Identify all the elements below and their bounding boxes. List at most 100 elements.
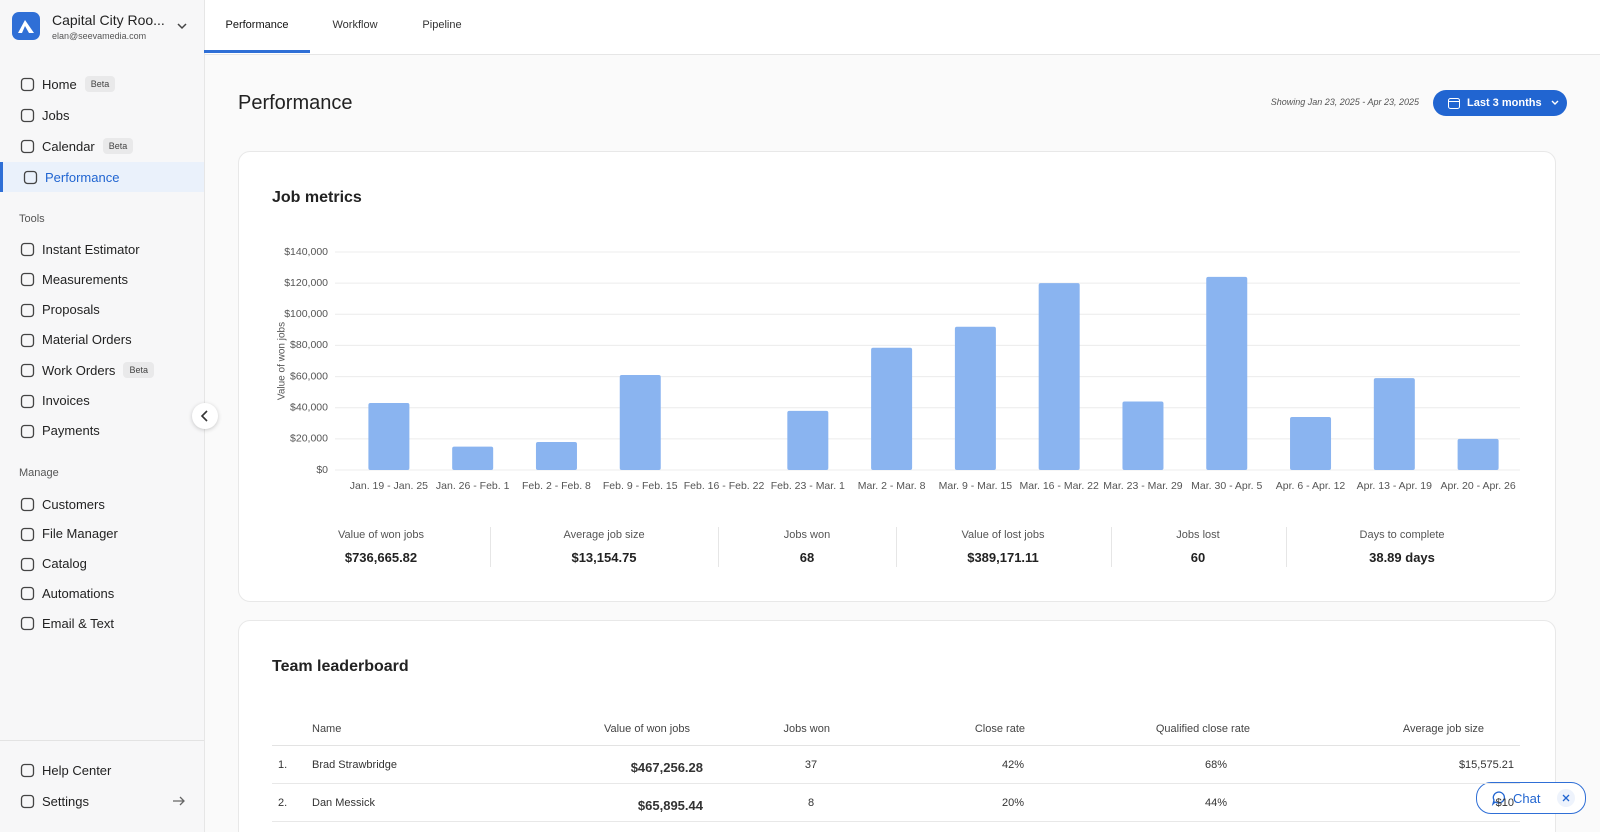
metric-value: 68 (799, 550, 815, 565)
nav-item[interactable]: Help Center (0, 755, 204, 785)
account-email: elan@seevamedia.com (52, 31, 147, 41)
x-tick-label: Feb. 9 - Feb. 15 (603, 480, 678, 492)
bar (787, 410, 829, 470)
nav-label: Work Orders (42, 362, 116, 378)
nav-label: Performance (45, 169, 120, 185)
x-tick-label: Mar. 2 - Mar. 8 (858, 480, 926, 492)
y-axis-title: Value of won jobs (277, 322, 288, 400)
bar (1206, 276, 1248, 470)
tab[interactable]: Workflow (332, 19, 378, 31)
cell: $10 (1495, 797, 1514, 809)
badge: Beta (84, 76, 116, 92)
nav-item[interactable]: Home Beta (0, 69, 204, 99)
bar-chart: $0 $20,000 $40,000 $60,000 $80,000 $100,000 $1… (277, 246, 1520, 492)
nav-item[interactable]: Work Orders Beta (0, 355, 204, 385)
x-tick-label: Apr. 20 - Apr. 26 (1440, 480, 1515, 492)
cell: 42% (1001, 759, 1025, 771)
y-tick-label: $100,000 (284, 308, 328, 320)
badge: Beta (123, 362, 154, 379)
account-name[interactable]: Capital City Roo... (52, 12, 165, 28)
nav-item[interactable]: Measurements (0, 264, 204, 294)
metric-divider (490, 527, 491, 567)
column-header[interactable]: Qualified close rate (1155, 723, 1250, 735)
metric-divider (1111, 527, 1112, 567)
x-tick-label: Mar. 30 - Apr. 5 (1191, 480, 1262, 492)
cell: $65,895.44 (637, 798, 703, 813)
nav-icon (20, 108, 35, 123)
metric-value: 38.89 days (1369, 550, 1435, 565)
column-header[interactable]: Average job size (1402, 723, 1484, 735)
nav-label: Catalog (42, 556, 87, 572)
column-header[interactable]: Value of won jobs (603, 723, 690, 735)
cell: 20% (1001, 797, 1025, 809)
nav-icon (20, 527, 35, 541)
nav-icon (20, 333, 35, 348)
sidebar: Capital City Roo... elan@seevamedia.com … (0, 0, 205, 832)
collapse-button[interactable] (192, 403, 218, 429)
card-title: Team leaderboard (272, 658, 409, 675)
metric-label: Jobs won (783, 529, 831, 541)
cell: Dan Messick (312, 797, 375, 809)
x-tick-label: Apr. 6 - Apr. 12 (1276, 480, 1346, 492)
bar (368, 403, 410, 470)
nav-label: Automations (42, 585, 115, 601)
bar (452, 446, 494, 470)
nav-item[interactable]: File Manager (0, 519, 204, 549)
nav-label: Help Center (42, 762, 112, 778)
settings-arrow[interactable] (172, 795, 186, 807)
x-tick-label: Mar. 9 - Mar. 15 (939, 480, 1013, 492)
cell: 37 (804, 759, 818, 771)
chat-icon (1491, 791, 1505, 806)
column-header[interactable]: Jobs won (783, 723, 830, 735)
nav-item[interactable]: Calendar Beta (0, 131, 204, 161)
account-chevron[interactable] (176, 20, 188, 32)
nav-item[interactable]: Jobs (0, 100, 204, 130)
chat-close[interactable] (1556, 788, 1576, 808)
logo (12, 12, 40, 40)
x-tick-label: Mar. 23 - Mar. 29 (1103, 480, 1183, 492)
row-divider (272, 821, 1520, 822)
nav-item[interactable]: Settings (0, 786, 204, 816)
period-button[interactable]: Last 3 months (1433, 90, 1567, 116)
nav-item[interactable]: Catalog (0, 549, 204, 579)
nav-item[interactable]: Material Orders (0, 325, 204, 355)
bar (535, 441, 577, 470)
nav-item[interactable]: Proposals (0, 295, 204, 325)
x-tick-label: Feb. 2 - Feb. 8 (522, 480, 591, 492)
nav-item[interactable]: Performance (0, 162, 204, 192)
nav-icon (20, 364, 35, 378)
nav-item[interactable]: Email & Text (0, 608, 204, 638)
badge: Beta (102, 138, 134, 154)
x-tick-label: Jan. 26 - Feb. 1 (436, 480, 510, 492)
cell: 44% (1204, 797, 1228, 809)
bar (619, 375, 661, 470)
nav-label: Material Orders (42, 332, 132, 348)
column-header[interactable]: Close rate (974, 723, 1025, 735)
nav-icon (20, 77, 35, 92)
chat-button[interactable]: Chat (1476, 782, 1586, 814)
metric-value: 60 (1190, 550, 1206, 565)
chevron (1551, 100, 1559, 105)
cell: 8 (807, 797, 815, 809)
nav-item[interactable]: Instant Estimator (0, 234, 204, 264)
nav-icon (20, 139, 35, 154)
nav-label: Payments (42, 423, 100, 439)
x-tick-label: Feb. 16 - Feb. 22 (684, 480, 765, 492)
metric-divider (1286, 527, 1287, 567)
nav-label: File Manager (42, 526, 118, 542)
cell: $15,575.21 (1458, 759, 1514, 771)
card-title: Job metrics (272, 189, 362, 206)
column-header[interactable]: Name (312, 723, 342, 735)
tab[interactable]: Performance (225, 19, 289, 31)
tab[interactable]: Pipeline (422, 19, 462, 31)
leaderboard-card (238, 620, 1556, 832)
bar (871, 347, 913, 470)
nav-item[interactable]: Customers (0, 489, 204, 519)
nav-item[interactable]: Invoices (0, 386, 204, 416)
nav-icon (20, 557, 35, 571)
nav-icon (20, 763, 35, 778)
metric-value: $389,171.11 (967, 550, 1039, 565)
nav-label: Instant Estimator (42, 241, 140, 257)
nav-item[interactable]: Payments (0, 416, 204, 446)
nav-item[interactable]: Automations (0, 578, 204, 608)
